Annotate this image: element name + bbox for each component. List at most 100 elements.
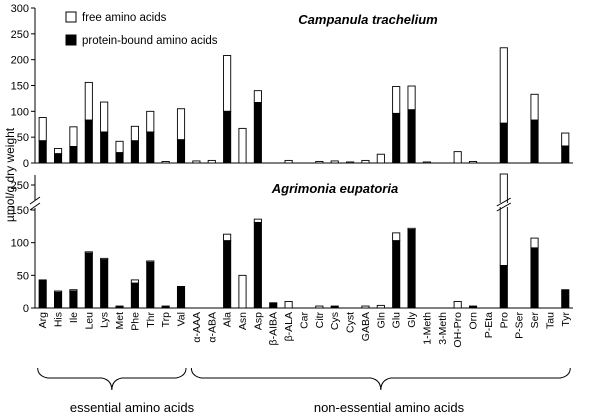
y-tick-label-top: 200: [11, 55, 29, 67]
campanula-free-bar: [69, 126, 78, 147]
campanula-free-bar: [161, 160, 170, 164]
agrimonia-free-bar: [499, 173, 508, 266]
campanula-free-bar: [407, 85, 416, 111]
campanula-free-bar: [376, 153, 385, 164]
campanula-free-bar: [238, 127, 247, 164]
category-label: Car: [298, 311, 310, 328]
y-tick-label-bottom: 150: [11, 205, 29, 217]
category-label: Tyr: [560, 312, 572, 327]
panel-title-campanula: Campanula trachelium: [298, 12, 438, 27]
campanula-free-bar: [100, 101, 109, 133]
campanula-free-bar: [176, 108, 186, 141]
category-label: Leu: [83, 312, 95, 330]
category-label: Val: [176, 312, 188, 326]
category-label: Trp: [160, 312, 172, 328]
agrimonia-bound-bar: [468, 305, 478, 309]
y-tick-label-top: 0: [23, 158, 29, 170]
campanula-free-bar: [392, 86, 401, 114]
y-tick-label-top: 300: [11, 3, 29, 15]
campanula-free-bar: [453, 151, 462, 164]
category-label: Asp: [252, 312, 264, 330]
category-label: Orn: [468, 312, 480, 330]
agrimonia-free-bar: [253, 218, 262, 223]
campanula-bound-bar: [253, 102, 262, 164]
axes-layer: [29, 7, 573, 391]
campanula-bound-bar: [146, 131, 155, 164]
category-label: Lys: [99, 312, 111, 328]
y-tick-label-top: 250: [11, 29, 29, 41]
campanula-free-bar: [54, 148, 63, 155]
pro-bar-break-mark: [496, 202, 512, 212]
category-label: P-Ser: [514, 312, 526, 339]
agrimonia-bound-bar: [161, 305, 170, 309]
category-label: β-ALA: [283, 312, 295, 341]
campanula-bound-bar: [38, 140, 47, 164]
agrimonia-free-bar: [530, 237, 539, 249]
campanula-free-bar: [330, 160, 339, 164]
y-tick-label-bottom: 250: [11, 180, 29, 192]
agrimonia-bound-bar: [100, 259, 109, 309]
pro-bar-break-gap: [497, 203, 511, 207]
campanula-free-bar: [253, 90, 262, 103]
category-label: Gln: [375, 312, 387, 329]
category-label: α-ABA: [206, 312, 218, 343]
y-tick-label-top: 100: [11, 106, 29, 118]
category-label: Tau: [544, 312, 556, 329]
campanula-bound-bar: [84, 119, 93, 164]
y-axis-label: µmol/g dry weight: [3, 127, 17, 222]
group-label-nonessential: non-essential amino acids: [314, 400, 465, 415]
category-label: β-AIBA: [268, 312, 280, 345]
agrimonia-bound-bar: [223, 240, 232, 309]
category-label: Met: [114, 312, 126, 330]
agrimonia-free-bar: [392, 232, 401, 242]
agrimonia-free-bar: [284, 301, 293, 309]
agrimonia-bound-bar: [146, 261, 155, 309]
campanula-bound-bar: [499, 122, 508, 164]
campanula-free-bar: [84, 81, 93, 121]
y-tick-label-bottom: 50: [17, 270, 29, 282]
category-label: Cyst: [345, 312, 357, 333]
panel-title-agrimonia: Agrimonia eupatoria: [271, 181, 398, 196]
group-label-essential: essential amino acids: [70, 400, 195, 415]
campanula-free-bar: [315, 160, 324, 164]
bars-layer: [38, 47, 570, 309]
category-label: Phe: [129, 312, 141, 331]
agrimonia-bound-bar: [269, 302, 278, 309]
category-label: Asn: [237, 312, 249, 330]
campanula-free-bar: [530, 93, 539, 121]
campanula-free-bar: [223, 55, 232, 112]
agrimonia-bound-bar: [176, 285, 186, 309]
legend-label-free: free amino acids: [82, 12, 167, 24]
campanula-free-bar: [38, 117, 47, 142]
campanula-bound-bar: [223, 110, 232, 164]
agrimonia-bound-bar: [561, 289, 570, 309]
category-label: Citr: [314, 312, 326, 329]
campanula-bound-bar: [100, 131, 109, 164]
campanula-bound-bar: [407, 109, 416, 164]
campanula-bound-bar: [130, 140, 139, 164]
y-tick-label-top: 150: [11, 81, 29, 93]
category-label: 3-Meth: [437, 312, 449, 345]
agrimonia-bound-bar: [54, 291, 63, 309]
agrimonia-free-bar: [453, 301, 462, 309]
y-tick-label-bottom: 0: [23, 303, 29, 315]
brace-nonessential: [190, 367, 571, 391]
campanula-free-bar: [361, 159, 370, 164]
category-label: 1-Meth: [421, 312, 433, 345]
campanula-free-bar: [561, 132, 570, 147]
y-tick-label-top: 50: [17, 132, 29, 144]
agrimonia-bound-bar: [38, 279, 47, 309]
pro-bar-break-mark: [496, 197, 512, 207]
campanula-free-bar: [284, 159, 293, 164]
category-label: α-AAA: [191, 312, 203, 343]
agrimonia-free-bar: [238, 274, 247, 309]
legend-swatch-bound: [65, 34, 77, 46]
agrimonia-bound-bar: [530, 247, 539, 309]
category-label: Ala: [222, 312, 234, 327]
campanula-free-bar: [499, 47, 508, 124]
axis-break-mark: [29, 196, 41, 205]
category-label: P-Eta: [483, 312, 495, 338]
agrimonia-bound-bar: [130, 282, 139, 309]
